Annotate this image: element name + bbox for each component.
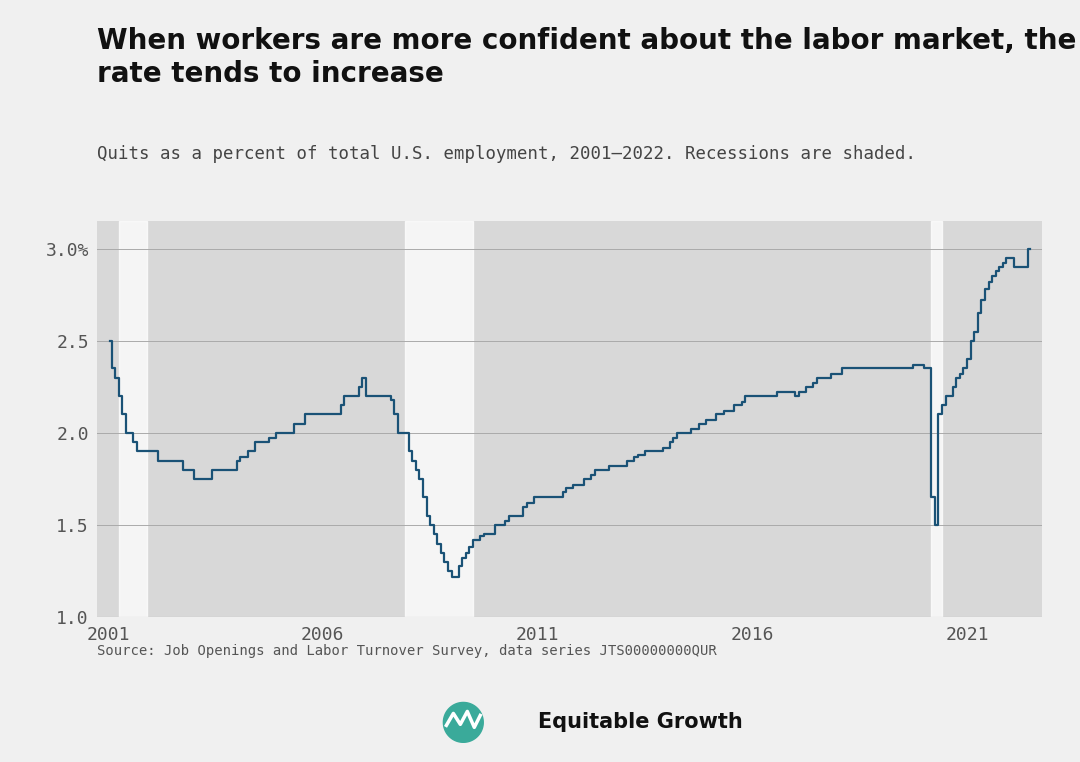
Bar [405,221,473,617]
Polygon shape [444,703,483,742]
Text: Equitable Growth: Equitable Growth [538,712,743,732]
Bar [119,221,147,617]
Bar [931,221,942,617]
Text: Source: Job Openings and Labor Turnover Survey, data series JTS00000000QUR: Source: Job Openings and Labor Turnover … [97,644,717,658]
Text: When workers are more confident about the labor market, the quits
rate tends to : When workers are more confident about th… [97,27,1080,88]
Text: Quits as a percent of total U.S. employment, 2001–2022. Recessions are shaded.: Quits as a percent of total U.S. employm… [97,145,916,163]
